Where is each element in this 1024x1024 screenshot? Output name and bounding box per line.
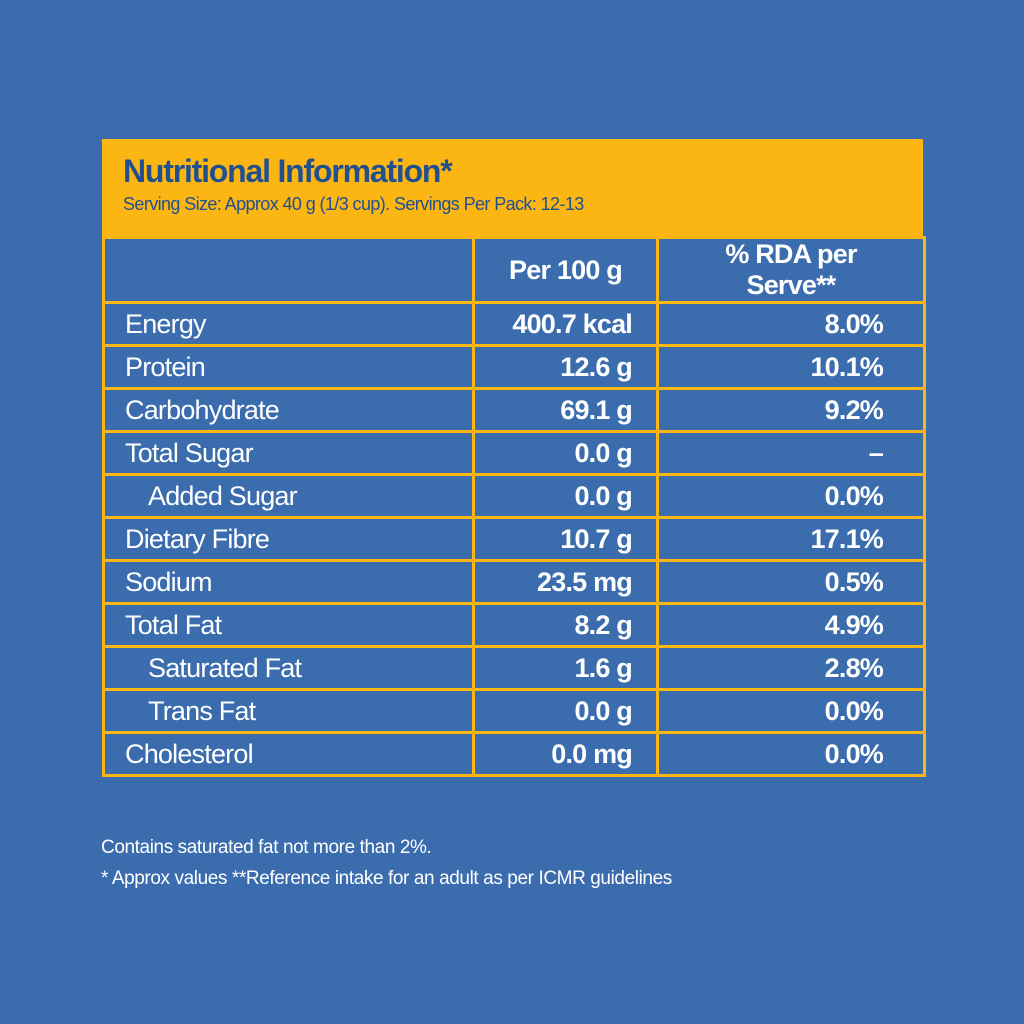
rda-value: 17.1%: [656, 516, 926, 562]
per-100g-value: 0.0 mg: [472, 731, 659, 777]
per-100g-value: 23.5 mg: [472, 559, 659, 605]
nutrition-panel: Nutritional Information* Serving Size: A…: [102, 139, 926, 777]
column-header: % RDA per Serve**: [656, 236, 926, 304]
table-row: Carbohydrate 69.1 g 9.2%: [102, 387, 926, 433]
table-row: Cholesterol 0.0 mg 0.0%: [102, 731, 926, 777]
rda-value: 4.9%: [656, 602, 926, 648]
rda-value: 8.0%: [656, 301, 926, 347]
nutrient-label: Cholesterol: [102, 731, 475, 777]
footnote: * Approx values **Reference intake for a…: [101, 868, 672, 889]
column-header: Per 100 g: [472, 236, 659, 304]
nutrient-label: Total Fat: [102, 602, 475, 648]
nutrient-label: Carbohydrate: [102, 387, 475, 433]
per-100g-value: 10.7 g: [472, 516, 659, 562]
serving-size: Serving Size: Approx 40 g (1/3 cup). Ser…: [123, 194, 584, 214]
rda-value: –: [656, 430, 926, 476]
table-row: Saturated Fat 1.6 g 2.8%: [102, 645, 926, 691]
per-100g-value: 69.1 g: [472, 387, 659, 433]
rda-value: 0.0%: [656, 473, 926, 519]
nutrient-label: Trans Fat: [102, 688, 475, 734]
rda-value: 9.2%: [656, 387, 926, 433]
table-row: Sodium 23.5 mg 0.5%: [102, 559, 926, 605]
nutrition-table: Per 100 g % RDA per Serve** Energy 400.7 …: [102, 236, 926, 777]
footnotes: Contains saturated fat not more than 2%.…: [101, 832, 672, 894]
table-row: Protein 12.6 g 10.1%: [102, 344, 926, 390]
nutrient-label: Total Sugar: [102, 430, 475, 476]
rda-value: 2.8%: [656, 645, 926, 691]
nutrient-label: Added Sugar: [102, 473, 475, 519]
footnote: Contains saturated fat not more than 2%.: [101, 837, 432, 858]
per-100g-value: 400.7 kcal: [472, 301, 659, 347]
nutrient-label: Sodium: [102, 559, 475, 605]
per-100g-value: 12.6 g: [472, 344, 659, 390]
table-row: Total Fat 8.2 g 4.9%: [102, 602, 926, 648]
nutrient-label: Saturated Fat: [102, 645, 475, 691]
per-100g-value: 0.0 g: [472, 430, 659, 476]
table-row: Dietary Fibre 10.7 g 17.1%: [102, 516, 926, 562]
nutrition-header: Nutritional Information* Serving Size: A…: [102, 139, 923, 236]
nutrient-label: Dietary Fibre: [102, 516, 475, 562]
rda-value: 0.5%: [656, 559, 926, 605]
table-row: Total Sugar 0.0 g –: [102, 430, 926, 476]
nutrient-label: Energy: [102, 301, 475, 347]
rda-value: 10.1%: [656, 344, 926, 390]
rda-value: 0.0%: [656, 731, 926, 777]
per-100g-value: 1.6 g: [472, 645, 659, 691]
table-row: Energy 400.7 kcal 8.0%: [102, 301, 926, 347]
nutrient-label: Protein: [102, 344, 475, 390]
table-header-row: Per 100 g % RDA per Serve**: [102, 236, 926, 304]
page-title: Nutritional Information*: [123, 153, 453, 189]
table-row: Trans Fat 0.0 g 0.0%: [102, 688, 926, 734]
rda-value: 0.0%: [656, 688, 926, 734]
column-header: [102, 236, 475, 304]
per-100g-value: 0.0 g: [472, 688, 659, 734]
per-100g-value: 0.0 g: [472, 473, 659, 519]
table-row: Added Sugar 0.0 g 0.0%: [102, 473, 926, 519]
per-100g-value: 8.2 g: [472, 602, 659, 648]
